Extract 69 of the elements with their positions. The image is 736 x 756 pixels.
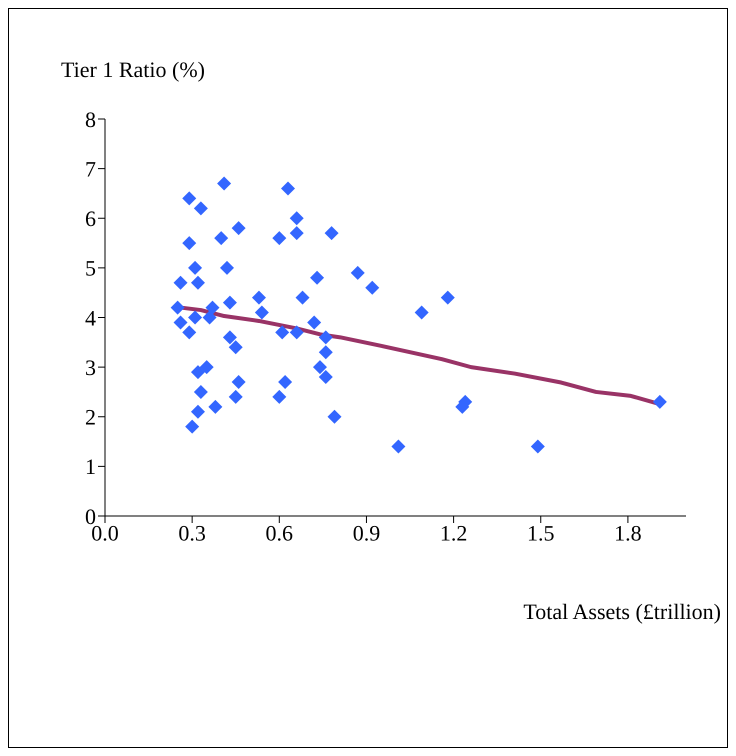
point: [232, 221, 246, 236]
point: [312, 360, 327, 374]
point: [190, 365, 205, 380]
point: [182, 325, 196, 340]
point: [232, 375, 246, 390]
point: [324, 226, 339, 240]
point: [365, 280, 380, 295]
point: [254, 306, 269, 320]
point: [214, 231, 228, 246]
y-tick-label: 8: [85, 106, 96, 132]
x-tick-label: 0.3: [178, 520, 206, 546]
point: [220, 260, 234, 275]
point: [318, 330, 333, 344]
point: [190, 276, 205, 290]
x-axis-title: Total Assets (£trillion): [523, 599, 721, 625]
point: [222, 330, 237, 344]
x-tick-label: 0.9: [352, 520, 380, 546]
point: [217, 176, 232, 191]
point: [194, 201, 208, 216]
point: [290, 325, 304, 340]
y-axis-title: Tier 1 Ratio (%): [61, 57, 206, 83]
point: [310, 270, 324, 285]
point: [290, 226, 304, 240]
point: [222, 296, 237, 310]
y-tick-label: 6: [85, 206, 96, 232]
point: [307, 315, 322, 330]
point: [278, 375, 292, 390]
point: [272, 231, 286, 246]
point: [318, 345, 333, 360]
point: [174, 315, 188, 330]
y-tick-label: 1: [85, 454, 96, 480]
point: [350, 266, 365, 280]
y-tick-label: 2: [85, 404, 96, 430]
point: [228, 390, 243, 404]
y-tick-label: 4: [85, 305, 96, 330]
point: [275, 325, 290, 340]
point: [174, 276, 188, 290]
point: [200, 360, 214, 374]
point: [182, 236, 196, 250]
point: [170, 300, 185, 315]
point: [188, 310, 202, 324]
point: [391, 440, 406, 454]
point: [296, 290, 310, 305]
y-tick-label: 7: [85, 156, 96, 182]
point: [318, 370, 333, 384]
point: [188, 260, 202, 275]
point: [652, 394, 667, 409]
point: [190, 404, 205, 419]
point: [327, 410, 342, 424]
point: [290, 211, 304, 226]
point: [182, 191, 196, 206]
x-tick-label: 1.8: [614, 520, 642, 546]
y-tick-label: 3: [85, 354, 96, 380]
point: [185, 420, 200, 434]
point: [194, 384, 208, 399]
point: [208, 400, 222, 414]
point: [440, 290, 455, 305]
y-tick-label: 5: [85, 256, 96, 281]
point: [414, 306, 429, 320]
point: [205, 300, 220, 315]
x-tick-label: 0.6: [266, 520, 294, 546]
point: [228, 340, 243, 354]
point: [252, 290, 266, 305]
x-tick-label: 1.5: [527, 520, 554, 546]
point: [272, 390, 286, 404]
point: [281, 181, 296, 196]
point: [202, 310, 217, 324]
point: [530, 440, 545, 454]
x-tick-label: 1.2: [440, 520, 468, 546]
